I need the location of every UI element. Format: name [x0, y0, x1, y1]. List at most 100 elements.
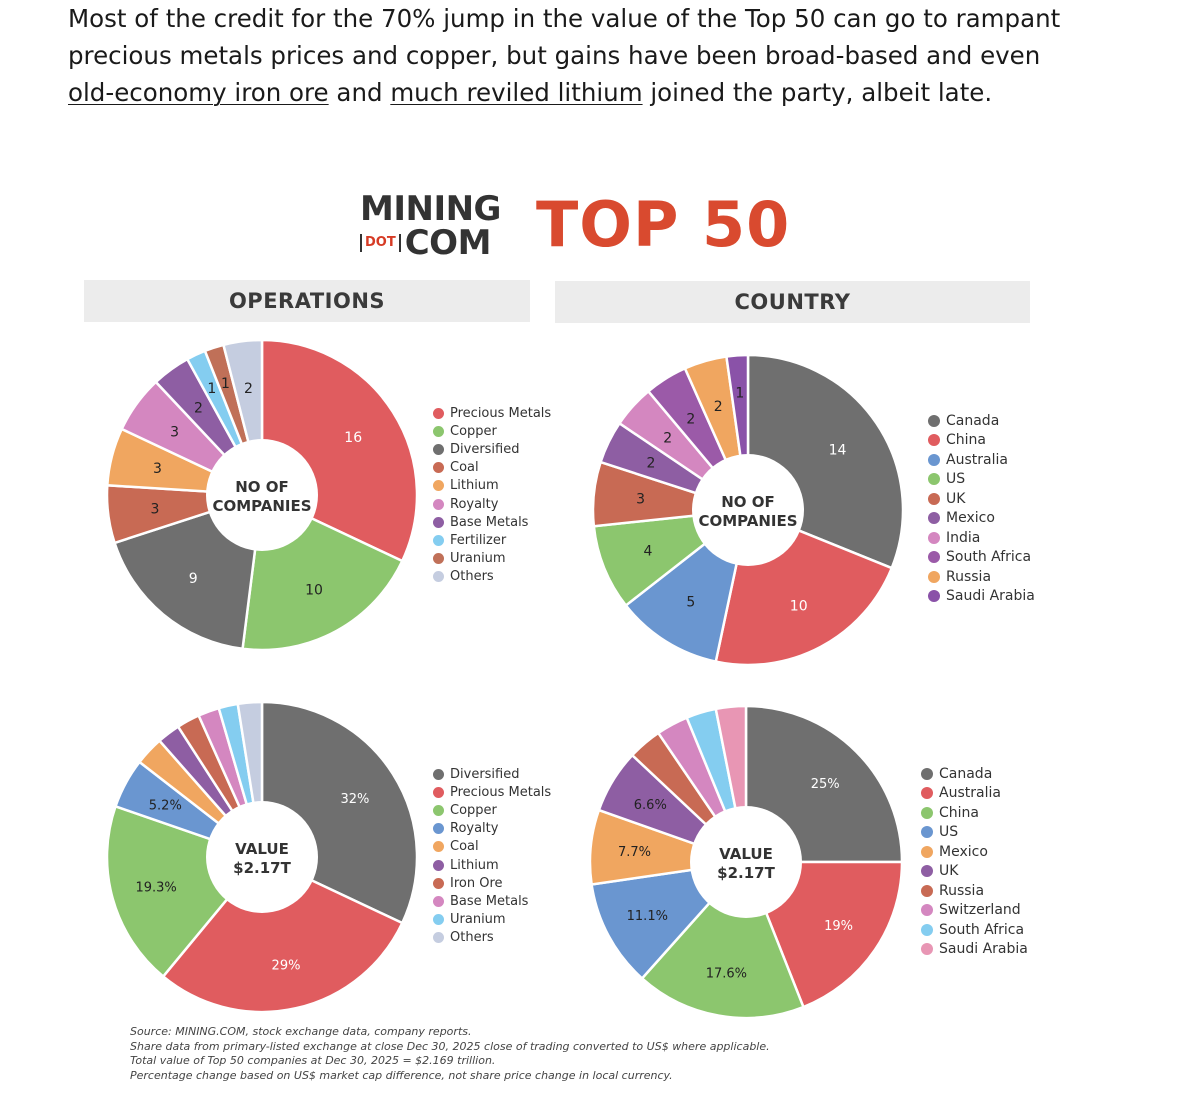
country-count-slice-india [617, 389, 749, 512]
legend-label: Russia [946, 568, 992, 585]
legend-swatch-icon [928, 531, 940, 544]
legend-swatch-icon [928, 473, 940, 486]
ops-count-center-label-1: NO OF [235, 478, 289, 496]
legend-label: Uranium [450, 551, 506, 567]
ops-value-center-label-2: $2.17T [233, 859, 291, 877]
legend-swatch-icon [433, 480, 444, 492]
legend-swatch-icon [433, 932, 444, 944]
country-count-label-china: 10 [790, 598, 808, 614]
ops-value-legend-item: Others [433, 929, 551, 947]
ops-value-legend-item: Uranium [433, 911, 551, 929]
country-count-slice-china [714, 508, 894, 667]
country-value-slice-canada [744, 704, 904, 864]
logo-dot: DOT [360, 234, 401, 252]
legend-label: US [939, 824, 959, 841]
country-value-slice-us [590, 860, 750, 981]
legend-label: Mexico [939, 843, 988, 860]
legend-label: Australia [946, 451, 1008, 468]
ops-value-slice-coal [137, 738, 263, 858]
legend-swatch-icon [928, 570, 940, 583]
legend-label: US [946, 471, 966, 488]
legend-swatch-icon [433, 498, 444, 510]
country-value-pie: 25% 19% 17.6% 11.1% 7.7% 6.6% VALUE$2.17T [588, 704, 904, 1020]
legend-label: Others [450, 569, 494, 585]
ops-count-legend-item: Uranium [433, 550, 551, 568]
legend-label: Copper [450, 802, 497, 818]
ops-count-label-lithium: 3 [153, 461, 162, 477]
ops-count-label-base-metals: 2 [194, 401, 203, 417]
ops-count-slice-fertilizer [185, 349, 264, 496]
mining-dot-com-logo: MINING DOT COM [360, 192, 520, 260]
legend-label: Fertilizer [450, 532, 507, 548]
legend-swatch-icon [433, 804, 444, 816]
legend-swatch-icon [921, 943, 933, 956]
legend-label: Saudi Arabia [939, 941, 1028, 958]
legend-label: Coal [450, 460, 479, 476]
ops-value-legend-item: Lithium [433, 856, 551, 874]
ops-count-legend-item: Coal [433, 459, 551, 477]
legend-label: Switzerland [939, 902, 1021, 919]
legend-label: Diversified [450, 766, 520, 782]
legend-label: UK [939, 863, 959, 880]
legend-swatch-icon [928, 492, 940, 505]
country-count-label-us: 4 [643, 544, 652, 560]
article-text-1: Most of the credit for the 70% jump in t… [68, 4, 1061, 70]
country-value-slice-uk [597, 753, 747, 864]
ops-value-slice-precious-metals [161, 855, 404, 1014]
ops-count-slice-others [221, 338, 264, 496]
ops-value-label-diversified: 32% [340, 792, 369, 807]
country-value-slice-china [640, 859, 806, 1020]
legend-swatch-icon [921, 904, 933, 917]
legend-swatch-icon [921, 865, 933, 878]
ops-count-slice-lithium [105, 427, 263, 497]
country-count-legend-item: India [928, 528, 1035, 548]
ops-count-label-royalty: 3 [170, 425, 179, 441]
legend-swatch-icon [928, 414, 940, 427]
ops-count-legend-item: Others [433, 568, 551, 586]
country-value-slice-saudi-arabia [714, 704, 748, 863]
iron-ore-link[interactable]: old-economy iron ore [68, 78, 329, 107]
country-header: COUNTRY [555, 281, 1030, 323]
note-percentage: Percentage change based on US$ market ca… [130, 1068, 673, 1082]
article-text-2: and [328, 78, 391, 107]
country-value-label-australia: 19% [824, 919, 853, 934]
legend-swatch-icon [433, 914, 444, 926]
country-value-legend: Canada Australia China US Mexico UK Russia Swit… [921, 764, 1028, 959]
legend-swatch-icon [433, 571, 444, 583]
country-count-legend-item: Russia [928, 567, 1035, 587]
article-text-3: joined the party, albeit late. [642, 78, 993, 107]
ops-count-label-coal: 3 [150, 502, 159, 518]
legend-swatch-icon [921, 826, 933, 839]
legend-label: Base Metals [450, 893, 529, 909]
ops-value-label-precious-metals: 29% [272, 958, 301, 973]
legend-label: Canada [939, 765, 993, 782]
country-count-label-south-africa: 2 [686, 411, 695, 427]
country-count-slice-uk [591, 460, 749, 528]
country-count-slice-russia [683, 355, 750, 511]
country-value-slice-australia [744, 860, 904, 1009]
article-paragraph: Most of the credit for the 70% jump in t… [68, 0, 1078, 111]
legend-label: Iron Ore [450, 875, 503, 891]
ops-count-legend-item: Base Metals [433, 513, 551, 531]
country-count-legend-item: Australia [928, 450, 1035, 470]
note-total-value: Total value of Top 50 companies at Dec 3… [130, 1054, 496, 1067]
ops-count-slice-royalty [120, 380, 263, 497]
legend-label: Uranium [450, 912, 506, 928]
legend-label: China [939, 804, 979, 821]
lithium-link[interactable]: much reviled lithium [390, 78, 643, 107]
country-count-legend-item: US [928, 470, 1035, 490]
ops-count-slice-copper [241, 493, 404, 652]
legend-swatch-icon [433, 425, 444, 437]
legend-swatch-icon [921, 845, 933, 858]
logo-line-2: DOT COM [360, 226, 520, 260]
legend-swatch-icon [433, 553, 444, 565]
legend-label: UK [946, 490, 966, 507]
ops-count-legend-item: Precious Metals [433, 404, 551, 422]
ops-count-slice-diversified [113, 493, 264, 651]
legend-swatch-icon [928, 453, 940, 466]
ops-count-slice-base-metals [154, 357, 264, 496]
ops-count-legend-item: Fertilizer [433, 531, 551, 549]
country-count-legend-item: China [928, 431, 1035, 451]
legend-swatch-icon [921, 884, 933, 897]
